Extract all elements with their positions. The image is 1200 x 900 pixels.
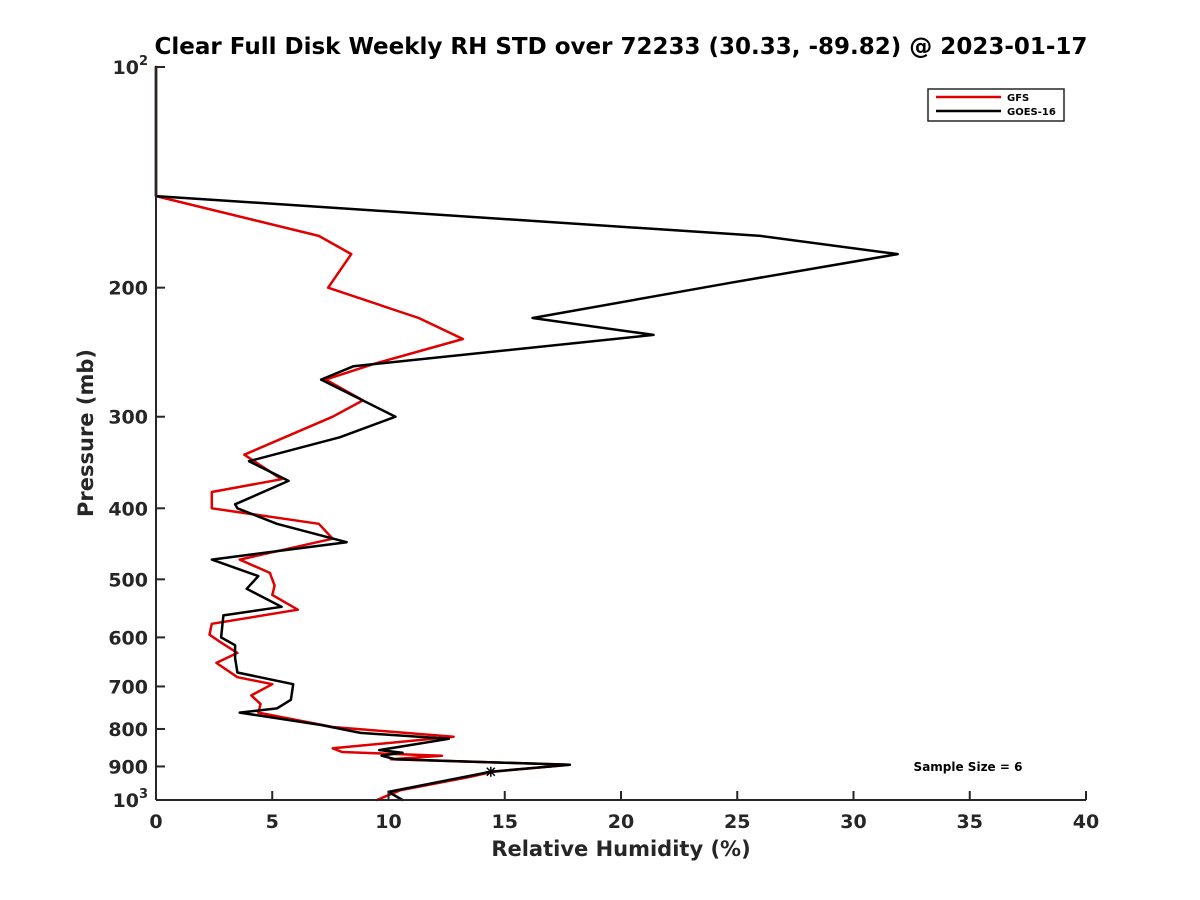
series-layer (154, 65, 899, 802)
legend-label-goes-16: GOES-16 (1007, 107, 1056, 118)
x-tick-label: 20 (608, 811, 634, 833)
x-tick-label: 0 (149, 811, 162, 833)
x-tick-label: 15 (492, 811, 518, 833)
x-tick-label: 40 (1073, 811, 1099, 833)
legend-label-gfs: GFS (1007, 93, 1029, 104)
x-tick-label: 25 (724, 811, 750, 833)
y-tick-label: 200 (108, 278, 148, 300)
x-tick-label: 35 (957, 811, 983, 833)
sample-size-annotation: Sample Size = 6 (914, 760, 1023, 774)
y-tick-label: 102 (113, 54, 149, 79)
y-tick-label: 800 (108, 719, 148, 741)
x-tick-label: 30 (840, 811, 866, 833)
y-tick-label: 400 (108, 498, 148, 520)
y-tick-label: 300 (108, 407, 148, 429)
y-axis-ticks: 102 200 300 400 500 600 700 800 900 103 (108, 54, 165, 812)
legend: GFS GOES-16 (927, 88, 1065, 122)
series-line-goes-16 (154, 65, 899, 802)
y-tick-label: 600 (108, 627, 148, 649)
legend-box (927, 88, 1065, 122)
y-tick-label: 900 (108, 756, 148, 778)
series-marker-goes-16 (485, 766, 496, 777)
y-tick-label: 500 (108, 569, 148, 591)
y-tick-label: 103 (113, 787, 149, 812)
y-axis-label: Pressure (mb) (74, 349, 98, 517)
x-tick-label: 5 (266, 811, 279, 833)
y-tick-label: 700 (108, 676, 148, 698)
chart-title: Clear Full Disk Weekly RH STD over 72233… (155, 34, 1088, 60)
x-tick-label: 10 (375, 811, 401, 833)
x-axis-ticks: 0 5 10 15 20 25 30 35 40 (149, 791, 1099, 833)
x-axis-label: Relative Humidity (%) (491, 837, 750, 861)
